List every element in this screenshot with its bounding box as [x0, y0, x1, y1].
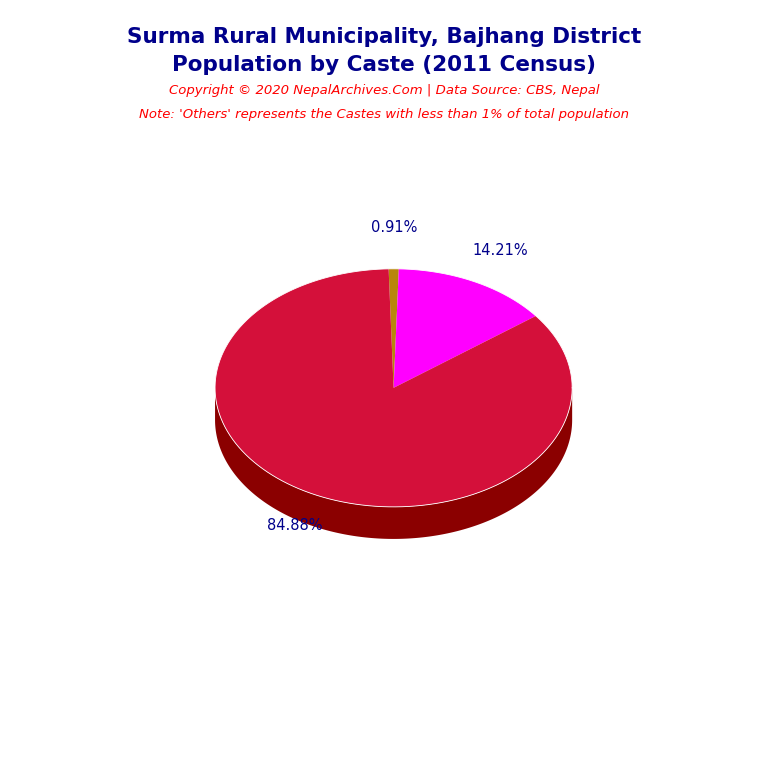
- Text: 84.88%: 84.88%: [267, 518, 323, 533]
- Polygon shape: [215, 389, 572, 539]
- Text: 0.91%: 0.91%: [371, 220, 417, 235]
- Text: Population by Caste (2011 Census): Population by Caste (2011 Census): [172, 55, 596, 75]
- Polygon shape: [389, 269, 399, 388]
- Text: 14.21%: 14.21%: [472, 243, 528, 258]
- Text: Note: 'Others' represents the Castes with less than 1% of total population: Note: 'Others' represents the Castes wit…: [139, 108, 629, 121]
- Text: Copyright © 2020 NepalArchives.Com | Data Source: CBS, Nepal: Copyright © 2020 NepalArchives.Com | Dat…: [169, 84, 599, 97]
- Text: Surma Rural Municipality, Bajhang District: Surma Rural Municipality, Bajhang Distri…: [127, 27, 641, 47]
- Polygon shape: [215, 269, 572, 507]
- Polygon shape: [393, 269, 536, 388]
